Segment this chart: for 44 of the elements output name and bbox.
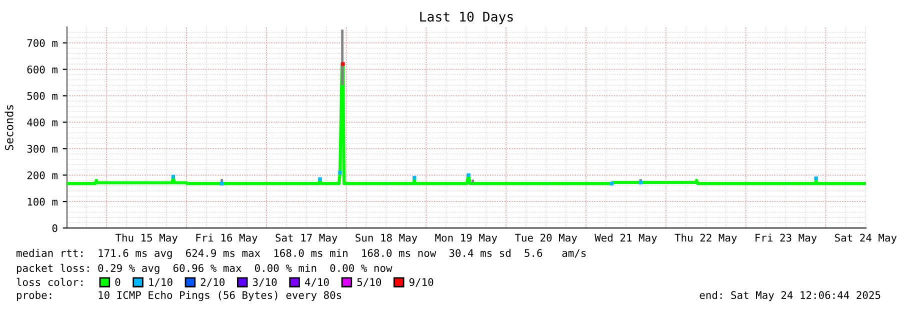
- y-tick-label: 400 m: [27, 118, 58, 126]
- bar: [472, 180, 474, 183]
- y-tick-label: 700 m: [27, 39, 58, 47]
- legend-label: 2/10: [200, 278, 225, 287]
- line-series: [67, 62, 866, 186]
- x-tick-label: Wed 21 May: [594, 234, 657, 244]
- point: [814, 176, 818, 180]
- y-tick-label: 600 m: [27, 66, 58, 74]
- legend-label: 4/10: [304, 278, 329, 287]
- text: probe: 10 ICMP Echo Pings (56 Bytes) every 80s: [16, 290, 342, 302]
- legend-title: loss color:: [16, 278, 82, 286]
- x-tick-label: Thu 15 May: [115, 234, 178, 244]
- chart-title: Last 10 Days: [420, 12, 513, 24]
- point: [341, 62, 345, 66]
- legend-label: 9/10: [409, 278, 434, 287]
- text: end: Sat May 24 12:06:44 2025: [700, 290, 880, 302]
- x-tick-label: Tue 20 May: [514, 234, 578, 244]
- text: packet loss: 0.29 % avg 60.96 % max 0.00 % min 0.00 % now: [16, 264, 392, 274]
- y-tick-label: 500 m: [27, 92, 58, 100]
- point: [412, 176, 416, 180]
- legend-label: 3/10: [252, 278, 277, 287]
- x-tick-label: Sat 17 May: [276, 234, 338, 244]
- point: [466, 173, 470, 177]
- bar: [341, 30, 344, 86]
- x-tick-label: Fri 16 May: [196, 234, 258, 244]
- point: [318, 177, 322, 181]
- point: [171, 174, 176, 179]
- text: median rtt: 171.6 ms avg 624.9 ms max 168.0 ms min 168.0 ms now 30.4 ms sd 5.6 am/s: [16, 248, 586, 260]
- y-tick-label: 100 m: [28, 198, 58, 206]
- y-axis-title: Seconds: [4, 105, 14, 150]
- x-tick-label: Sun 18 May: [356, 234, 418, 244]
- point: [610, 182, 614, 186]
- point: [338, 170, 342, 175]
- x-tick-label: Sat 24 May: [835, 234, 897, 244]
- x-tick-label: Thu 22 May: [674, 234, 737, 244]
- legend-label: 5/10: [357, 278, 382, 287]
- legend-label: 0: [115, 278, 120, 286]
- x-tick-label: Mon 19 May: [435, 234, 498, 244]
- y-tick-label: 0: [52, 224, 58, 232]
- y-tick-label: 200 m: [27, 171, 58, 180]
- y-tick-label: 300 m: [27, 144, 58, 153]
- legend-label: 1/10: [149, 278, 172, 287]
- point: [220, 182, 224, 186]
- x-tick-label: Fri 23 May: [756, 234, 817, 244]
